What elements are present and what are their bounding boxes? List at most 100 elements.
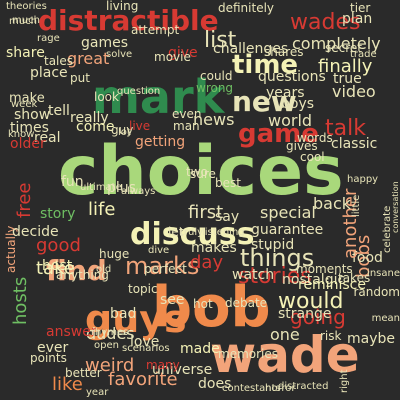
- word-memories: memories: [218, 347, 279, 361]
- word-wrong: wrong: [196, 81, 234, 95]
- word-games: games: [81, 35, 129, 51]
- word-risk: risk: [320, 329, 342, 343]
- word-old: old: [96, 264, 112, 275]
- word-guarantee: guarantee: [251, 222, 324, 238]
- word-hot: hot: [193, 297, 213, 311]
- word-dive: dive: [148, 245, 170, 256]
- word-share: share: [6, 45, 45, 61]
- word-stupid: stupid: [251, 237, 295, 253]
- word-good: good: [36, 235, 81, 256]
- word-true: true: [333, 71, 362, 87]
- word-plus: plus: [107, 180, 136, 196]
- word-tales: tales: [44, 54, 74, 68]
- word-wade: wade: [210, 326, 360, 384]
- word-shares: shares: [264, 45, 304, 59]
- word-stories: stories: [238, 264, 312, 289]
- word-even: even: [172, 107, 202, 121]
- word-wades: wades: [290, 10, 361, 35]
- word-questions: questions: [258, 69, 326, 85]
- word-distractible: distractible: [38, 4, 219, 37]
- word-day: day: [190, 252, 224, 273]
- word-debate: debate: [225, 296, 268, 310]
- word-new: new: [232, 85, 297, 118]
- word-scenarios: scenarios: [122, 343, 170, 354]
- word-perfect: perfect: [144, 262, 187, 276]
- word-nostalgic: nostalgic: [282, 272, 346, 288]
- word-would: would: [278, 289, 344, 314]
- word-put: put: [70, 71, 90, 85]
- word-talk: talk: [325, 116, 366, 141]
- word-gives: gives: [286, 139, 318, 153]
- word-discuss: discuss: [130, 217, 255, 252]
- word-words: words: [297, 131, 333, 145]
- word-story: story: [40, 206, 76, 222]
- word-reminisce: reminisce: [298, 277, 366, 293]
- word-watch: watch: [232, 267, 275, 283]
- word-look: look: [94, 90, 119, 104]
- word-host: host: [42, 258, 73, 274]
- word-week: week: [11, 99, 38, 110]
- word-bad: bad: [110, 306, 137, 322]
- word-marks: marks: [125, 252, 200, 280]
- word-like: like: [52, 374, 83, 395]
- word-bob: bob: [152, 275, 271, 340]
- word-guy: guy: [111, 123, 134, 137]
- word-completely: completely: [292, 34, 381, 53]
- word-video: video: [332, 82, 376, 101]
- word-question: question: [117, 86, 161, 97]
- word-year: year: [86, 387, 109, 398]
- word-much: much: [9, 16, 37, 27]
- word-really: really: [70, 110, 109, 126]
- word-many: many: [146, 358, 180, 372]
- word-open: open: [94, 340, 119, 351]
- word-horror: horror: [265, 383, 296, 394]
- word-game: game: [238, 119, 319, 149]
- word-boys: boys: [281, 96, 315, 112]
- word-little: little: [351, 194, 362, 217]
- word-finally: finally: [318, 56, 373, 77]
- word-answer: answer: [46, 324, 97, 340]
- word-movie: movie: [154, 50, 191, 64]
- word-fun: fun: [61, 174, 84, 190]
- word-getting: getting: [135, 134, 186, 150]
- word-rhymes: rhymes: [91, 327, 129, 338]
- word-see: see: [160, 292, 185, 308]
- word-conversation: conversation: [391, 181, 400, 233]
- word-moments: moments: [296, 262, 353, 276]
- word-times: times: [10, 120, 49, 136]
- word-contestants: contestants: [222, 383, 281, 394]
- word-theories: theories: [6, 1, 47, 12]
- word-come: come: [76, 119, 115, 135]
- word-listening: listening: [202, 227, 245, 238]
- word-lot: lot: [118, 127, 131, 138]
- word-real: real: [34, 130, 61, 146]
- word-find: find: [46, 254, 107, 287]
- word-does: does: [198, 376, 232, 392]
- word-attempt: attempt: [131, 23, 180, 37]
- word-maybe: maybe: [347, 331, 396, 347]
- word-guys: guys: [85, 297, 187, 341]
- word-older: older: [10, 136, 46, 152]
- word-favorite: favorite: [108, 369, 178, 390]
- word-living: living: [106, 0, 139, 13]
- word-insane: insane: [367, 268, 400, 279]
- word-food: food: [352, 250, 383, 266]
- word-secret: secret: [325, 41, 362, 55]
- word-give: give: [168, 45, 198, 61]
- word-anything: anything: [56, 268, 109, 282]
- word-love: love: [130, 334, 160, 350]
- word-distracted: distracted: [278, 381, 329, 392]
- word-always: always: [121, 186, 156, 197]
- word-better: better: [65, 366, 102, 380]
- word-free: free: [14, 182, 35, 218]
- word-huge: huge: [99, 247, 130, 261]
- word-challenges: challenges: [213, 41, 289, 57]
- word-world: world: [268, 111, 313, 130]
- word-place: place: [30, 65, 68, 81]
- word-takes: takes: [338, 271, 371, 285]
- word-random: random: [353, 285, 400, 299]
- word-time: time: [232, 50, 299, 80]
- word-list: list: [204, 28, 237, 53]
- word-ultimate: ultimate: [80, 182, 122, 193]
